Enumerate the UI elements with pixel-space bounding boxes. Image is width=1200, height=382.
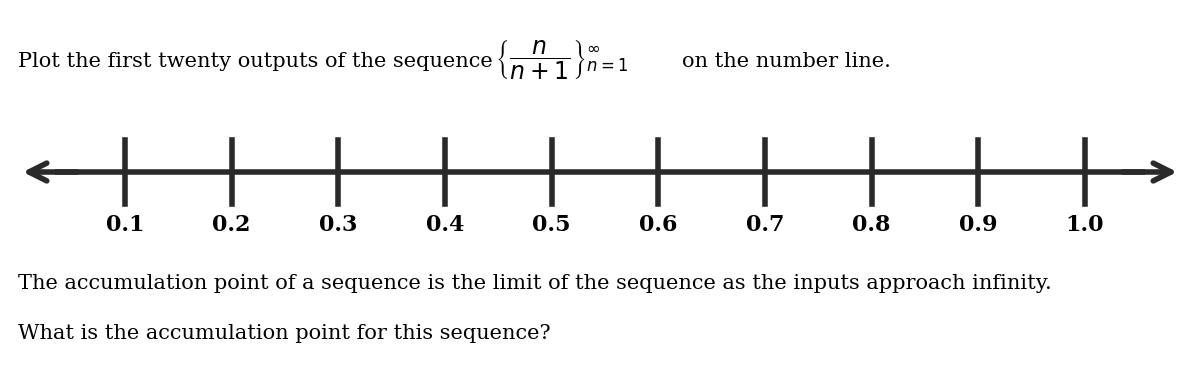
Text: $\left\{\dfrac{n}{n+1}\right\}_{n=1}^{\infty}$: $\left\{\dfrac{n}{n+1}\right\}_{n=1}^{\i… [496, 39, 629, 82]
Text: Plot the first twenty outputs of the sequence: Plot the first twenty outputs of the seq… [18, 52, 493, 71]
Text: 0.3: 0.3 [319, 214, 358, 236]
Text: The accumulation point of a sequence is the limit of the sequence as the inputs : The accumulation point of a sequence is … [18, 274, 1051, 293]
Text: 0.8: 0.8 [852, 214, 890, 236]
Text: on the number line.: on the number line. [682, 52, 890, 71]
Text: 0.9: 0.9 [959, 214, 997, 236]
Text: 0.7: 0.7 [745, 214, 785, 236]
Text: 0.5: 0.5 [533, 214, 571, 236]
Text: 0.2: 0.2 [212, 214, 251, 236]
Text: What is the accumulation point for this sequence?: What is the accumulation point for this … [18, 324, 551, 343]
Text: 0.6: 0.6 [640, 214, 678, 236]
Text: 0.4: 0.4 [426, 214, 464, 236]
Text: 1.0: 1.0 [1066, 214, 1104, 236]
Text: 0.1: 0.1 [106, 214, 144, 236]
